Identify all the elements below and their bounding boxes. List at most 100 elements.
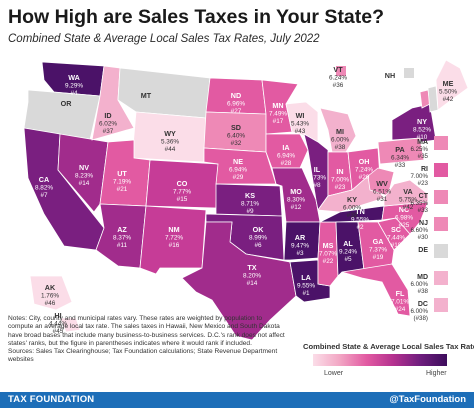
state-rate: 6.35% [410,200,428,207]
state-swatch-de [434,244,448,258]
state-label-nc: NC6.98%#25 [395,205,413,229]
state-label-wv: WV6.51%#31 [373,179,391,203]
state-rate: 5.75% [399,197,417,204]
state-code: RI [421,166,428,173]
state-rank: #43 [295,128,306,135]
state-rate: 6.25% [410,146,428,153]
state-rate: 7.00% [410,173,428,180]
state-rate: 6.96% [227,101,245,108]
state-ak [29,275,73,311]
state-rank: #20 [359,174,370,181]
state-code: AZ [117,225,127,234]
state-code: WI [296,111,305,120]
state-rate: 7.77% [173,189,191,196]
state-rank: #9 [246,208,254,215]
state-rank: (#38) [414,315,428,322]
state-rate: 8.73% [308,175,326,182]
east-callout-nj: NJ6.60%#30 [410,217,448,241]
state-rank: #3 [296,250,304,257]
state-rate: 6.00% [410,281,428,288]
state-rank: #18 [391,242,402,249]
state-label-oh: OH7.24%#20 [355,157,373,181]
state-rank: #28 [281,160,292,167]
state-rank: #23 [418,180,429,187]
state-label-al: AL9.24%#5 [339,239,357,263]
state-rank: #19 [373,254,384,261]
state-rate: 6.00% [331,137,349,144]
state-rank: #7 [40,192,48,199]
notes-line: states' ranks, but the figure in parenth… [8,339,252,347]
state-rank: #5 [344,256,352,263]
state-label-vt: VT6.24%#36 [329,65,347,89]
state-rate: 6.34% [391,155,409,162]
state-label-ak: AK1.76%#46 [41,283,59,307]
state-rank: #2 [356,224,364,231]
state-label-ks: KS8.71%#9 [241,191,259,215]
east-callout-de: DE [418,244,448,258]
state-label-nv: NV8.23%#14 [75,163,93,187]
state-rank: #42 [403,204,414,211]
state-rate: 5.36% [161,139,179,146]
state-code: MN [272,101,283,110]
state-label-pa: PA6.34%#33 [391,145,409,169]
state-rank: #16 [169,242,180,249]
state-rate: 8.20% [243,273,261,280]
state-rate: 4.44% [49,321,67,328]
state-rate: 9.47% [291,243,309,250]
state-code: ND [231,91,241,100]
state-rank: #14 [79,180,90,187]
state-rate: 7.07% [319,251,337,258]
state-rank: #10 [417,134,428,141]
state-code: MS [323,241,334,250]
state-code: VT [333,65,343,74]
notes-line: Notes: City, county and municipal rates … [8,315,262,322]
state-rate: 9.55% [351,217,369,224]
state-swatch-vt [336,66,346,76]
footer-handle: @TaxFoundation [389,394,466,405]
map-subtitle: Combined State & Average Local Sales Tax… [8,33,320,45]
state-rank: #1 [302,290,310,297]
state-code: AR [295,233,306,242]
state-rank: #17 [273,118,284,125]
state-label-wy: WY5.36%#44 [161,129,179,153]
state-rate: 9.29% [65,83,83,90]
state-mt [117,67,211,119]
state-rate: 6.40% [227,133,245,140]
notes-line: Sources: Sales Tax Clearinghouse; Tax Fo… [8,348,278,356]
state-code: NM [168,225,179,234]
state-rate: 9.24% [339,249,357,256]
state-rate: 7.00% [331,177,349,184]
state-code: OH [359,157,370,166]
state-code: GA [373,237,384,246]
state-rank: #42 [443,96,454,103]
footer-bar: TAX FOUNDATION @TaxFoundation [0,392,474,408]
state-label-mi: MI6.00%#38 [331,127,349,151]
state-code: MT [141,91,152,100]
state-code: MD [417,274,428,281]
state-rate: 7.44% [387,235,405,242]
state-nm [139,205,207,275]
state-code: DE [418,247,428,254]
legend-low-label: Lower [324,370,344,377]
state-rate: 8.82% [35,185,53,192]
state-code: NC [399,205,409,214]
state-rank: #31 [377,196,388,203]
state-code: NJ [419,220,428,227]
state-label-wi: WI5.43%#43 [291,111,309,135]
state-rank: #45 [53,328,64,335]
state-rate: 6.00% [410,308,428,315]
state-rank: #8 [313,182,321,189]
state-code: CA [39,175,49,184]
state-label-mo: MO8.30%#12 [287,187,305,211]
state-swatch-ct [434,190,448,204]
notes-line: have broad bases that include many busin… [8,331,285,339]
state-rate: 6.51% [373,189,391,196]
state-rate: 6.00% [343,205,361,212]
state-rank: #46 [45,300,56,307]
state-swatch-ma [434,136,448,150]
state-code: MA [417,139,428,146]
state-label-id: ID6.02%#37 [99,111,117,135]
state-rate: 7.37% [369,247,387,254]
state-rank: #32 [231,140,242,147]
